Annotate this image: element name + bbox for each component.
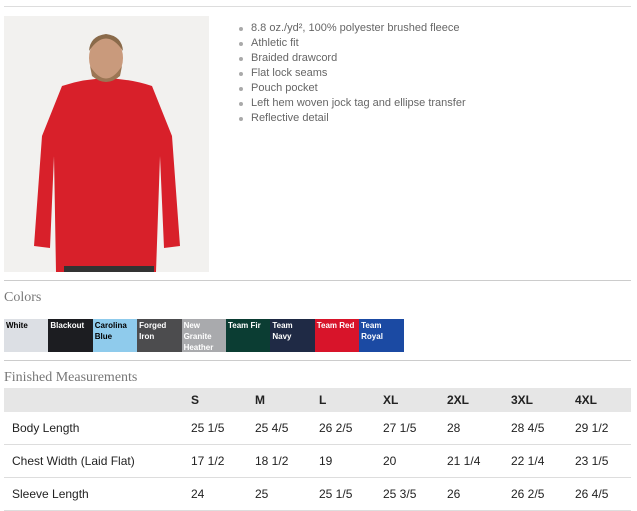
measurements-table: S M L XL 2XL 3XL 4XL Body Length 25 1/5 25 4/5 26… [4, 388, 631, 511]
color-swatch[interactable]: Team Royal [359, 319, 404, 352]
measurement-cell: 26 4/5 [567, 477, 631, 511]
measurement-cell: 22 1/4 [503, 444, 567, 478]
feature-list: 8.8 oz./yd², 100% polyester brushed flee… [238, 21, 466, 126]
size-header: 3XL [503, 388, 567, 412]
size-header: L [311, 388, 375, 412]
divider [4, 360, 631, 361]
size-header: 4XL [567, 388, 631, 412]
header-blank [4, 388, 183, 412]
measurements-heading: Finished Measurements [4, 370, 138, 385]
feature-item: 8.8 oz./yd², 100% polyester brushed flee… [238, 21, 466, 36]
measurement-cell: 25 1/5 [311, 477, 375, 511]
size-header: XL [375, 388, 439, 412]
color-swatch[interactable]: Team Red [314, 319, 360, 352]
color-swatch[interactable]: Carolina Blue [92, 319, 138, 352]
row-label: Body Length [4, 412, 183, 445]
feature-item: Left hem woven jock tag and ellipse tran… [238, 96, 466, 111]
measurement-cell: 28 [439, 412, 503, 445]
measurement-cell: 18 1/2 [247, 444, 311, 478]
measurement-cell: 23 1/5 [567, 444, 631, 478]
measurement-cell: 25 1/5 [183, 412, 247, 445]
row-label: Sleeve Length [4, 477, 183, 511]
measurement-cell: 27 1/5 [375, 412, 439, 445]
color-swatch[interactable]: White [4, 319, 49, 352]
measurement-cell: 20 [375, 444, 439, 478]
size-header: M [247, 388, 311, 412]
color-swatch[interactable]: Blackout [48, 319, 93, 352]
feature-item: Flat lock seams [238, 66, 466, 81]
colors-heading: Colors [4, 290, 42, 305]
feature-item: Braided drawcord [238, 51, 466, 66]
measurement-cell: 26 [439, 477, 503, 511]
product-image [4, 16, 209, 272]
size-header: S [183, 388, 247, 412]
measurement-cell: 25 4/5 [247, 412, 311, 445]
color-swatch[interactable]: Team Fir [225, 319, 271, 352]
measurement-cell: 17 1/2 [183, 444, 247, 478]
measurement-cell: 28 4/5 [503, 412, 567, 445]
color-swatch[interactable]: Forged Iron [137, 319, 182, 352]
measurement-cell: 25 [247, 477, 311, 511]
feature-item: Athletic fit [238, 36, 466, 51]
feature-item: Pouch pocket [238, 81, 466, 96]
table-row: Chest Width (Laid Flat) 17 1/2 18 1/2 19 20 2… [4, 444, 631, 478]
color-swatches: White Blackout Carolina Blue Forged Iron New… [4, 319, 404, 352]
divider [4, 280, 631, 281]
color-swatch[interactable]: New Granite Heather [181, 319, 226, 352]
color-swatch[interactable]: Team Navy [270, 319, 315, 352]
row-label: Chest Width (Laid Flat) [4, 444, 183, 478]
measurement-cell: 21 1/4 [439, 444, 503, 478]
table-header-row: S M L XL 2XL 3XL 4XL [4, 388, 631, 412]
size-header: 2XL [439, 388, 503, 412]
measurement-cell: 25 3/5 [375, 477, 439, 511]
measurement-cell: 26 2/5 [503, 477, 567, 511]
top-divider [4, 6, 631, 7]
measurement-cell: 26 2/5 [311, 412, 375, 445]
feature-item: Reflective detail [238, 111, 466, 126]
table-row: Sleeve Length 24 25 25 1/5 25 3/5 26 26 2/5 26 … [4, 477, 631, 511]
table-row: Body Length 25 1/5 25 4/5 26 2/5 27 1/5 28 28 … [4, 412, 631, 445]
measurement-cell: 19 [311, 444, 375, 478]
measurement-cell: 24 [183, 477, 247, 511]
measurement-cell: 29 1/2 [567, 412, 631, 445]
